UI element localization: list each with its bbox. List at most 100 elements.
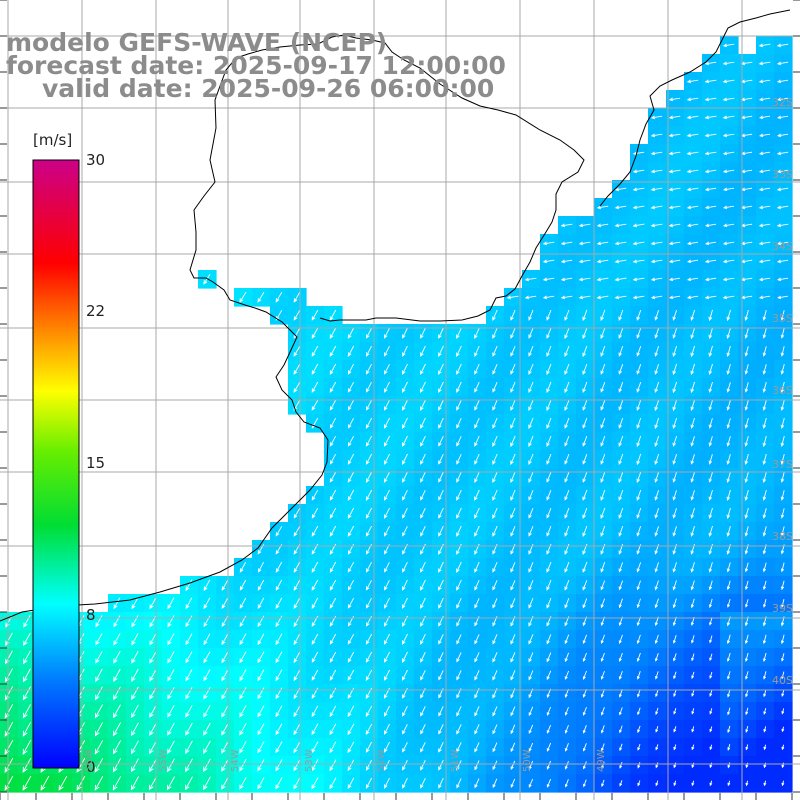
- wind-arrow: [438, 363, 444, 376]
- wind-arrow: [618, 670, 623, 680]
- wind-arrow: [384, 579, 390, 591]
- wind-arrow: [632, 241, 645, 246]
- wind-arrow: [221, 669, 229, 682]
- wind-arrow: [293, 381, 301, 393]
- wind-arrow: [762, 508, 767, 519]
- wind-arrow: [762, 399, 767, 411]
- wind-arrow: [691, 780, 695, 787]
- wind-arrow: [668, 97, 681, 102]
- wind-arrow: [758, 97, 771, 102]
- wind-arrow: [668, 133, 681, 138]
- wind-arrow: [474, 634, 480, 645]
- wind-arrow: [690, 345, 696, 358]
- wind-arrow: [456, 634, 462, 645]
- wind-arrow: [636, 598, 641, 609]
- wind-arrow: [780, 435, 785, 447]
- wind-arrow: [293, 525, 301, 537]
- wind-arrow: [510, 309, 516, 321]
- wind-arrow: [650, 187, 663, 192]
- wind-arrow: [492, 706, 498, 717]
- wind-arrow: [582, 309, 588, 322]
- wind-arrow: [673, 726, 677, 733]
- wind-arrow: [149, 633, 157, 646]
- wind-arrow: [402, 651, 408, 663]
- wind-arrow: [781, 744, 785, 751]
- wind-arrow: [546, 634, 552, 645]
- wind-arrow: [727, 725, 731, 734]
- wind-arrow: [329, 417, 336, 429]
- wind-arrow: [673, 653, 677, 662]
- wind-arrow: [402, 345, 408, 357]
- wind-arrow: [203, 704, 211, 718]
- wind-arrow: [618, 453, 624, 465]
- wind-arrow: [131, 686, 139, 701]
- wind-arrow: [384, 777, 390, 789]
- wind-arrow: [384, 705, 390, 717]
- wind-arrow: [492, 507, 498, 519]
- wind-arrow: [329, 435, 336, 447]
- wind-arrow: [257, 579, 265, 591]
- wind-arrow: [650, 277, 663, 282]
- wind-arrow: [637, 689, 641, 698]
- wind-arrow: [474, 525, 480, 537]
- wind-arrow: [722, 79, 735, 84]
- wind-arrow: [185, 597, 193, 610]
- wind-arrow: [456, 399, 462, 411]
- wind-arrow: [672, 472, 677, 483]
- wind-arrow: [456, 507, 462, 519]
- wind-arrow: [762, 489, 767, 501]
- wind-arrow: [600, 598, 606, 609]
- wind-arrow: [781, 762, 785, 769]
- wind-arrow: [546, 327, 552, 339]
- wind-arrow: [420, 508, 426, 519]
- wind-arrow: [275, 526, 283, 537]
- wind-arrow: [474, 670, 480, 681]
- wind-arrow: [564, 507, 570, 519]
- wind-arrow: [402, 417, 408, 430]
- wind-arrow: [239, 597, 247, 609]
- wind-arrow: [600, 453, 606, 465]
- wind-arrow: [672, 508, 677, 519]
- wind-arrow: [365, 705, 373, 718]
- wind-arrow: [546, 724, 552, 734]
- wind-arrow: [311, 561, 319, 573]
- wind-arrow: [203, 651, 211, 664]
- wind-arrow: [22, 686, 31, 701]
- wind-arrow: [131, 758, 139, 773]
- wind-arrow: [275, 633, 283, 646]
- wind-arrow: [776, 79, 789, 84]
- wind-arrow: [654, 381, 660, 393]
- wind-arrow: [329, 723, 337, 736]
- wind-arrow: [293, 345, 301, 357]
- wind-arrow: [524, 277, 537, 282]
- wind-arrow: [632, 169, 645, 174]
- wind-arrow: [474, 435, 480, 447]
- wind-arrow: [185, 615, 193, 628]
- wind-arrow: [618, 435, 624, 447]
- wind-arrow: [185, 579, 193, 592]
- wind-arrow: [564, 345, 570, 358]
- wind-arrow: [564, 743, 569, 752]
- wind-arrow: [722, 277, 735, 282]
- wind-arrow: [347, 525, 355, 537]
- wind-arrow: [709, 653, 713, 662]
- colorbar-tick-8: 8: [86, 606, 96, 624]
- wind-arrow: [654, 598, 659, 609]
- wind-arrow: [654, 471, 660, 483]
- wind-arrow: [744, 652, 749, 663]
- wind-arrow: [582, 580, 588, 591]
- wind-arrow: [596, 205, 609, 210]
- wind-arrow: [691, 689, 695, 697]
- wind-arrow: [781, 653, 785, 662]
- wind-arrow: [275, 705, 283, 718]
- wind-arrow: [722, 115, 735, 120]
- wind-arrow: [546, 670, 552, 681]
- wind-arrow: [528, 562, 534, 573]
- wind-arrow: [780, 580, 785, 591]
- wind-arrow: [546, 742, 552, 752]
- wind-arrow: [257, 705, 265, 718]
- wind-arrow: [402, 759, 408, 771]
- wind-arrow: [582, 507, 588, 519]
- wind-arrow: [384, 399, 390, 411]
- wind-arrow: [365, 435, 372, 447]
